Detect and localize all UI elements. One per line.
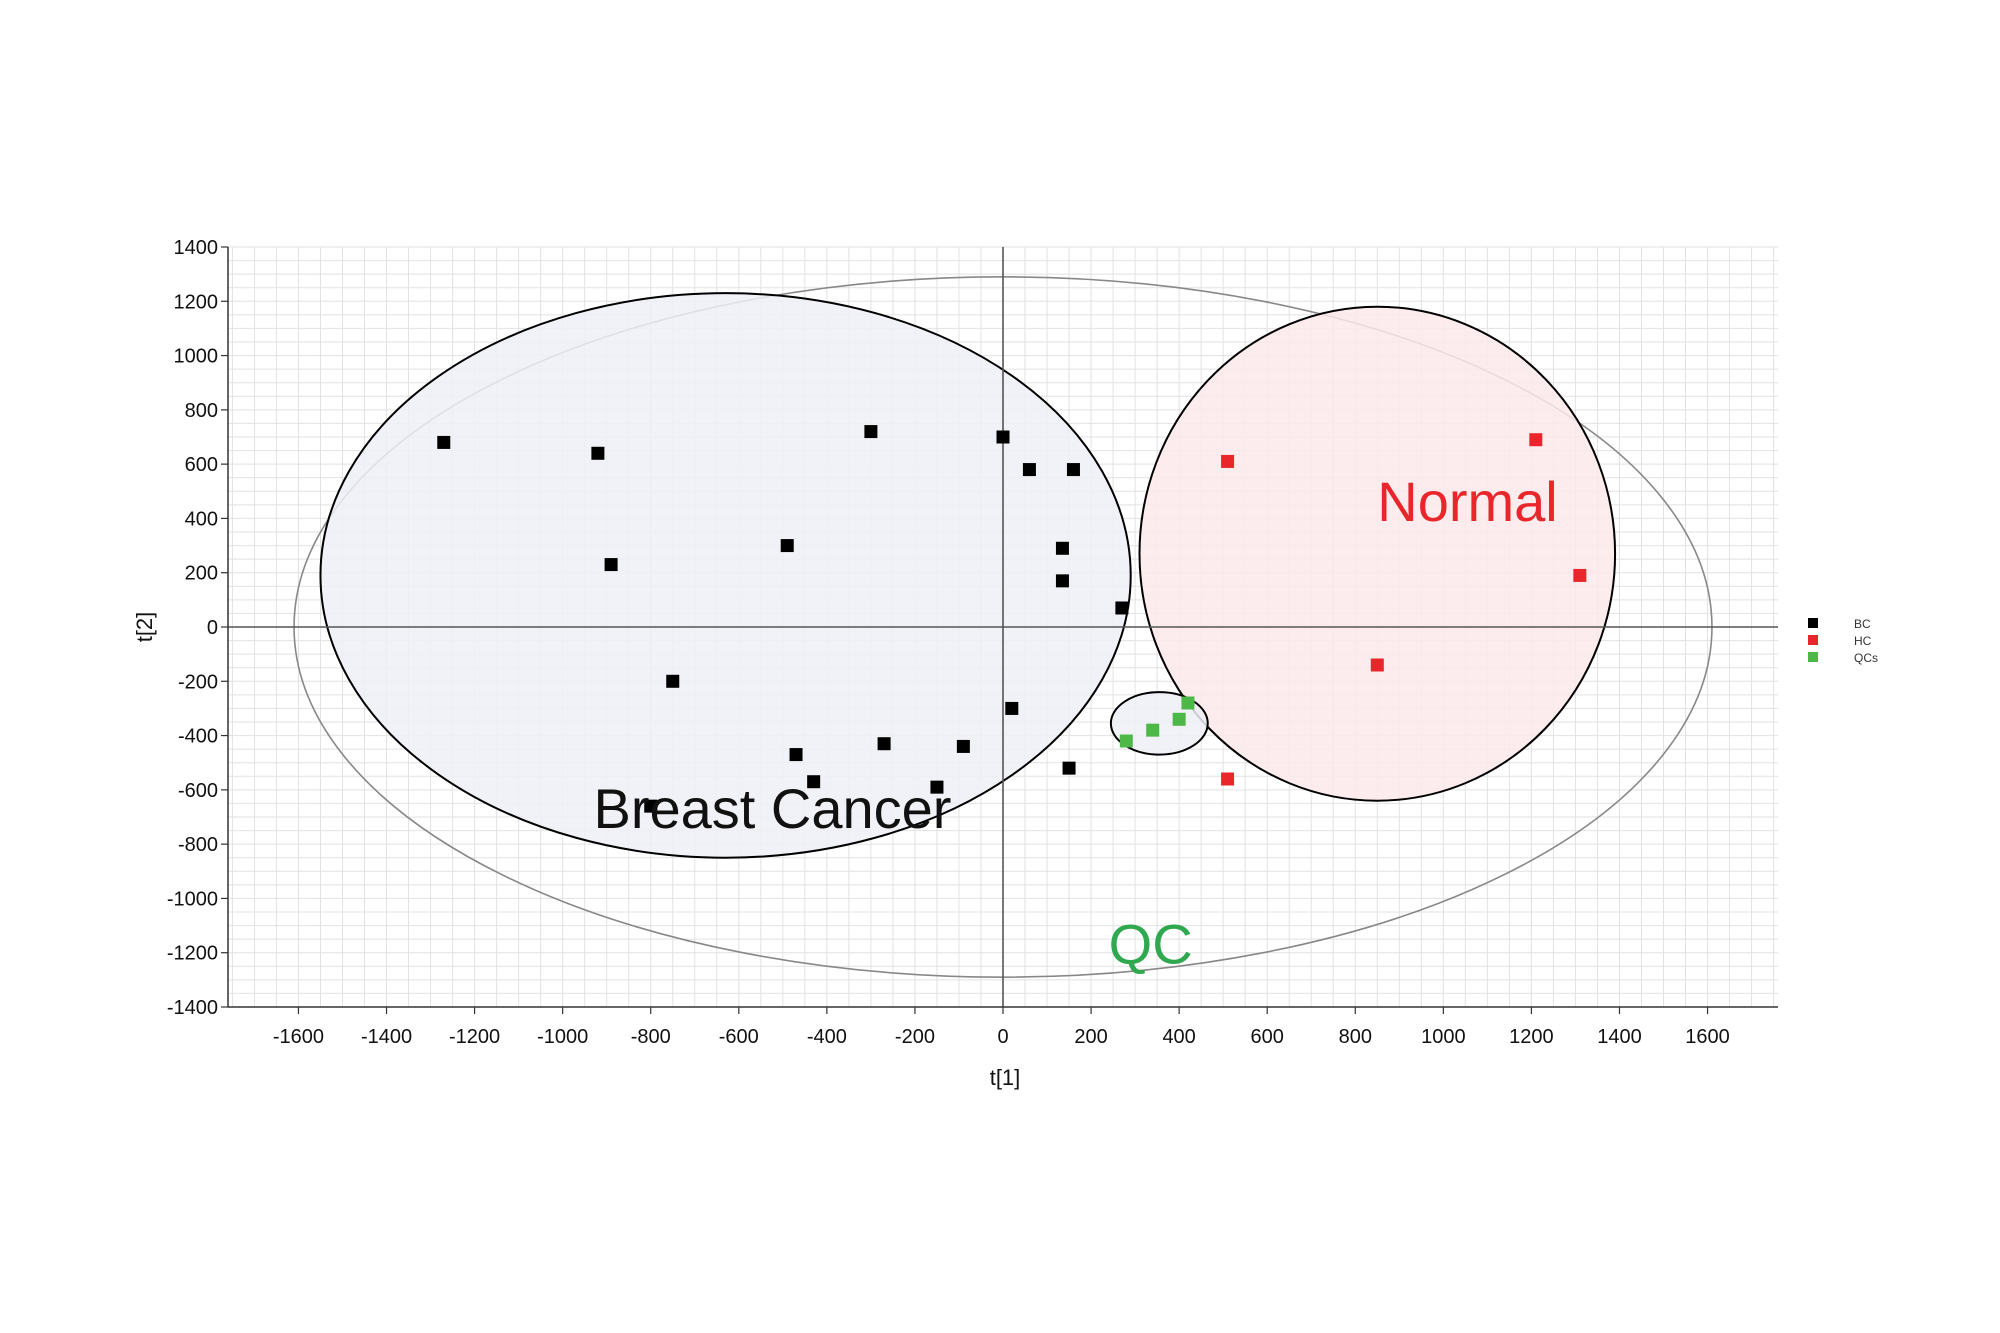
data-point-bc	[780, 539, 794, 553]
legend-swatch-qcs	[1808, 652, 1818, 662]
data-point-bc	[1005, 701, 1019, 715]
y-tick-label: 600	[185, 454, 218, 476]
data-point-hc	[1221, 772, 1235, 786]
data-points	[437, 425, 1587, 813]
y-tick-label: -200	[178, 671, 218, 693]
x-tick-label: 1400	[1597, 1026, 1642, 1048]
data-point-bc	[1055, 574, 1069, 588]
data-point-bc	[666, 674, 680, 688]
annotation-normal: Normal	[1377, 470, 1557, 533]
data-point-hc	[1573, 568, 1587, 582]
x-tick-label: -1400	[361, 1026, 412, 1048]
y-tick-label: 200	[185, 563, 218, 585]
data-point-hc	[1370, 658, 1384, 672]
data-point-hc	[1221, 454, 1235, 468]
data-point-qcs	[1172, 712, 1186, 726]
x-tick-label: -400	[807, 1026, 847, 1048]
data-point-hc	[1529, 433, 1543, 447]
x-tick-label: -600	[719, 1026, 759, 1048]
x-tick-label: 800	[1339, 1026, 1372, 1048]
annotation-qc: QC	[1109, 913, 1193, 976]
y-tick-label: 1200	[174, 291, 219, 313]
data-point-bc	[1066, 463, 1080, 477]
x-tick-label: -1200	[449, 1026, 500, 1048]
data-point-bc	[877, 737, 891, 751]
legend-swatch-bc	[1808, 618, 1818, 628]
data-point-qcs	[1119, 734, 1133, 748]
x-tick-label: -800	[631, 1026, 671, 1048]
data-point-bc	[437, 435, 451, 449]
score-ellipses	[293, 276, 1713, 978]
x-tick-label: 1200	[1509, 1026, 1554, 1048]
data-point-bc	[864, 425, 878, 439]
data-point-bc	[930, 780, 944, 794]
data-point-bc	[644, 799, 658, 813]
y-tick-label: -1200	[167, 943, 218, 965]
legend-label-hc: HC	[1854, 634, 1872, 648]
y-tick-label: 800	[185, 400, 218, 422]
group-annotations: Breast Cancer Normal QC	[593, 470, 1557, 975]
x-tick-label: 0	[997, 1026, 1008, 1048]
legend-label-bc: BC	[1854, 617, 1871, 631]
y-axis-title: t[2]	[132, 612, 157, 643]
x-tick-label: 1000	[1421, 1026, 1466, 1048]
x-tick-label: 200	[1074, 1026, 1107, 1048]
legend: BC HC QCs	[1808, 617, 1878, 665]
annotation-breast-cancer: Breast Cancer	[593, 777, 951, 840]
data-point-bc	[604, 558, 618, 572]
y-tick-label: -1400	[167, 997, 218, 1019]
data-point-bc	[1062, 761, 1076, 775]
data-point-bc	[956, 739, 970, 753]
y-tick-label: 1000	[174, 346, 219, 368]
data-point-bc	[1115, 601, 1129, 615]
x-tick-label: -200	[895, 1026, 935, 1048]
x-tick-label: 1600	[1685, 1026, 1730, 1048]
x-axis-title: t[1]	[990, 1065, 1021, 1090]
data-point-bc	[1055, 541, 1069, 555]
x-tick-label: -1000	[537, 1026, 588, 1048]
data-point-qcs	[1181, 696, 1195, 710]
y-tick-label: 1400	[174, 237, 219, 259]
y-tick-label: -1000	[167, 888, 218, 910]
data-point-bc	[996, 430, 1010, 444]
y-tick-label: 400	[185, 508, 218, 530]
data-point-bc	[591, 446, 605, 460]
x-tick-label: 600	[1251, 1026, 1284, 1048]
legend-label-qcs: QCs	[1854, 651, 1878, 665]
y-tick-label: -800	[178, 834, 218, 856]
y-tick-label: -400	[178, 726, 218, 748]
y-tick-label: -600	[178, 780, 218, 802]
legend-swatch-hc	[1808, 635, 1818, 645]
zero-lines	[228, 247, 1778, 1007]
data-point-bc	[1022, 463, 1036, 477]
y-tick-label: 0	[207, 617, 218, 639]
data-point-bc	[789, 748, 803, 762]
normal-group-ellipse	[1138, 305, 1617, 802]
data-point-bc	[807, 775, 821, 789]
axes: -1600 -1400 -1200 -1000 -800 -600 -400 -200 0 200…	[132, 237, 1778, 1090]
breast-cancer-group-ellipse	[319, 292, 1132, 859]
x-tick-label: -1600	[273, 1026, 324, 1048]
data-point-qcs	[1146, 723, 1160, 737]
x-tick-label: 400	[1162, 1026, 1195, 1048]
